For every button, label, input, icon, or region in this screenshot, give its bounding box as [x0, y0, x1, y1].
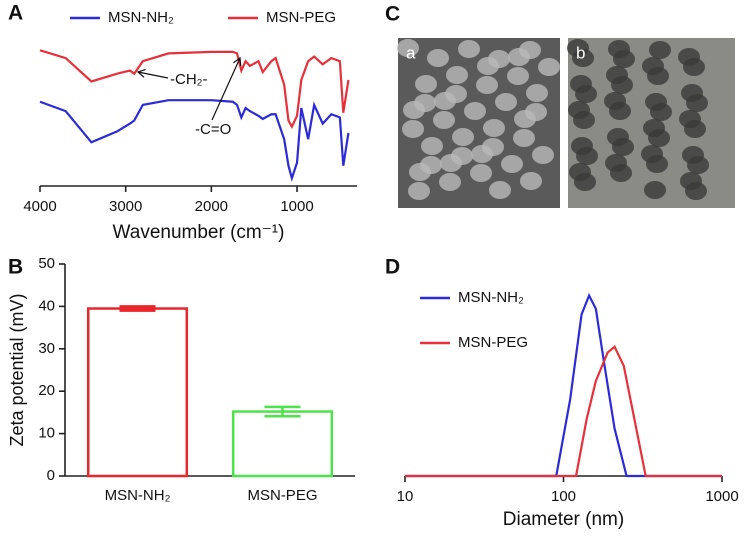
particle: [644, 181, 666, 199]
particle: [526, 84, 548, 102]
image-label: b: [576, 43, 585, 62]
x-axis-label: Diameter (nm): [503, 509, 624, 530]
particle: [402, 120, 424, 138]
particle: [612, 138, 634, 156]
y-tick-label: 50: [38, 255, 55, 272]
y-tick-label: 10: [38, 425, 55, 442]
panel-label: B: [8, 256, 23, 279]
particle: [446, 66, 468, 84]
error-bar: [264, 405, 301, 418]
particle: [445, 85, 467, 103]
annotation-arrow: [211, 57, 241, 121]
annotation-arrow: [137, 71, 169, 79]
x-tick-label: 1000: [280, 198, 313, 215]
particle: [464, 102, 486, 120]
annotation: -C=O: [195, 121, 231, 138]
particle: [420, 156, 442, 174]
particle: [415, 75, 437, 93]
particle: [489, 181, 511, 199]
bar: [86, 307, 189, 478]
x-tick-label: 4000: [23, 198, 56, 215]
particle: [687, 156, 709, 174]
particle: [684, 120, 706, 138]
y-tick-label: 20: [38, 382, 55, 399]
x-axis-label: Wavenumber (cm⁻¹): [113, 222, 285, 243]
series-line: [39, 49, 350, 130]
x-tick-label: MSN-NH₂: [105, 487, 171, 504]
y-tick-label: 40: [38, 297, 55, 314]
particle: [646, 155, 668, 173]
series-line: [39, 99, 350, 183]
particle: [532, 146, 554, 164]
particle: [421, 137, 443, 155]
x-tick-label: 2000: [195, 198, 228, 215]
particle: [576, 147, 598, 165]
particle: [439, 173, 461, 191]
legend-label: MSN-NH₂: [108, 9, 174, 26]
legend-label: MSN-PEG: [458, 334, 528, 351]
panel-label: A: [8, 2, 23, 25]
particle: [513, 129, 535, 147]
y-tick-label: 30: [38, 340, 55, 357]
particle: [408, 182, 430, 200]
particle: [609, 102, 631, 120]
x-tick-label: 1000: [705, 488, 738, 505]
particle: [476, 76, 498, 94]
particle: [414, 94, 436, 112]
arrow-head: [136, 68, 146, 78]
particle: [452, 128, 474, 146]
particle: [613, 50, 635, 68]
particle: [520, 172, 542, 190]
particle: [685, 182, 707, 200]
particle: [686, 94, 708, 112]
x-tick-label: 10: [397, 488, 414, 505]
particle: [575, 85, 597, 103]
particle: [482, 138, 504, 156]
particle: [648, 129, 670, 147]
particle: [647, 67, 669, 85]
bar: [231, 410, 334, 478]
particle: [483, 119, 505, 137]
legend-label: MSN-NH₂: [458, 289, 524, 306]
particle: [683, 58, 705, 76]
y-tick-label: 0: [47, 467, 55, 484]
annotation: -CH₂-: [170, 71, 207, 88]
particle: [495, 93, 517, 111]
particle: [458, 40, 480, 58]
image-label: a: [406, 43, 416, 62]
particle: [397, 39, 419, 57]
particle: [507, 67, 529, 85]
y-axis-label: Zeta potential (mV): [7, 293, 27, 446]
particle: [650, 103, 672, 121]
particle: [574, 173, 596, 191]
particle: [573, 111, 595, 129]
particle: [451, 147, 473, 165]
particle: [610, 164, 632, 182]
particle: [488, 50, 510, 68]
panel-label: C: [385, 3, 400, 26]
series-line: [405, 292, 722, 478]
panel-label: D: [385, 256, 400, 279]
series-line: [405, 345, 722, 478]
x-tick-label: 100: [551, 488, 576, 505]
legend-label: MSN-PEG: [266, 9, 336, 26]
particle: [572, 49, 594, 67]
particle: [427, 49, 449, 67]
x-tick-label: 3000: [109, 198, 142, 215]
particle: [649, 41, 671, 59]
particle: [525, 103, 547, 121]
x-tick-label: MSN-PEG: [247, 487, 317, 504]
error-bar: [119, 305, 156, 312]
arrow-head: [233, 56, 242, 67]
particle: [538, 58, 560, 76]
particle: [519, 41, 541, 59]
particle: [611, 76, 633, 94]
particle: [433, 111, 455, 129]
particle: [470, 164, 492, 182]
particle: [501, 155, 523, 173]
